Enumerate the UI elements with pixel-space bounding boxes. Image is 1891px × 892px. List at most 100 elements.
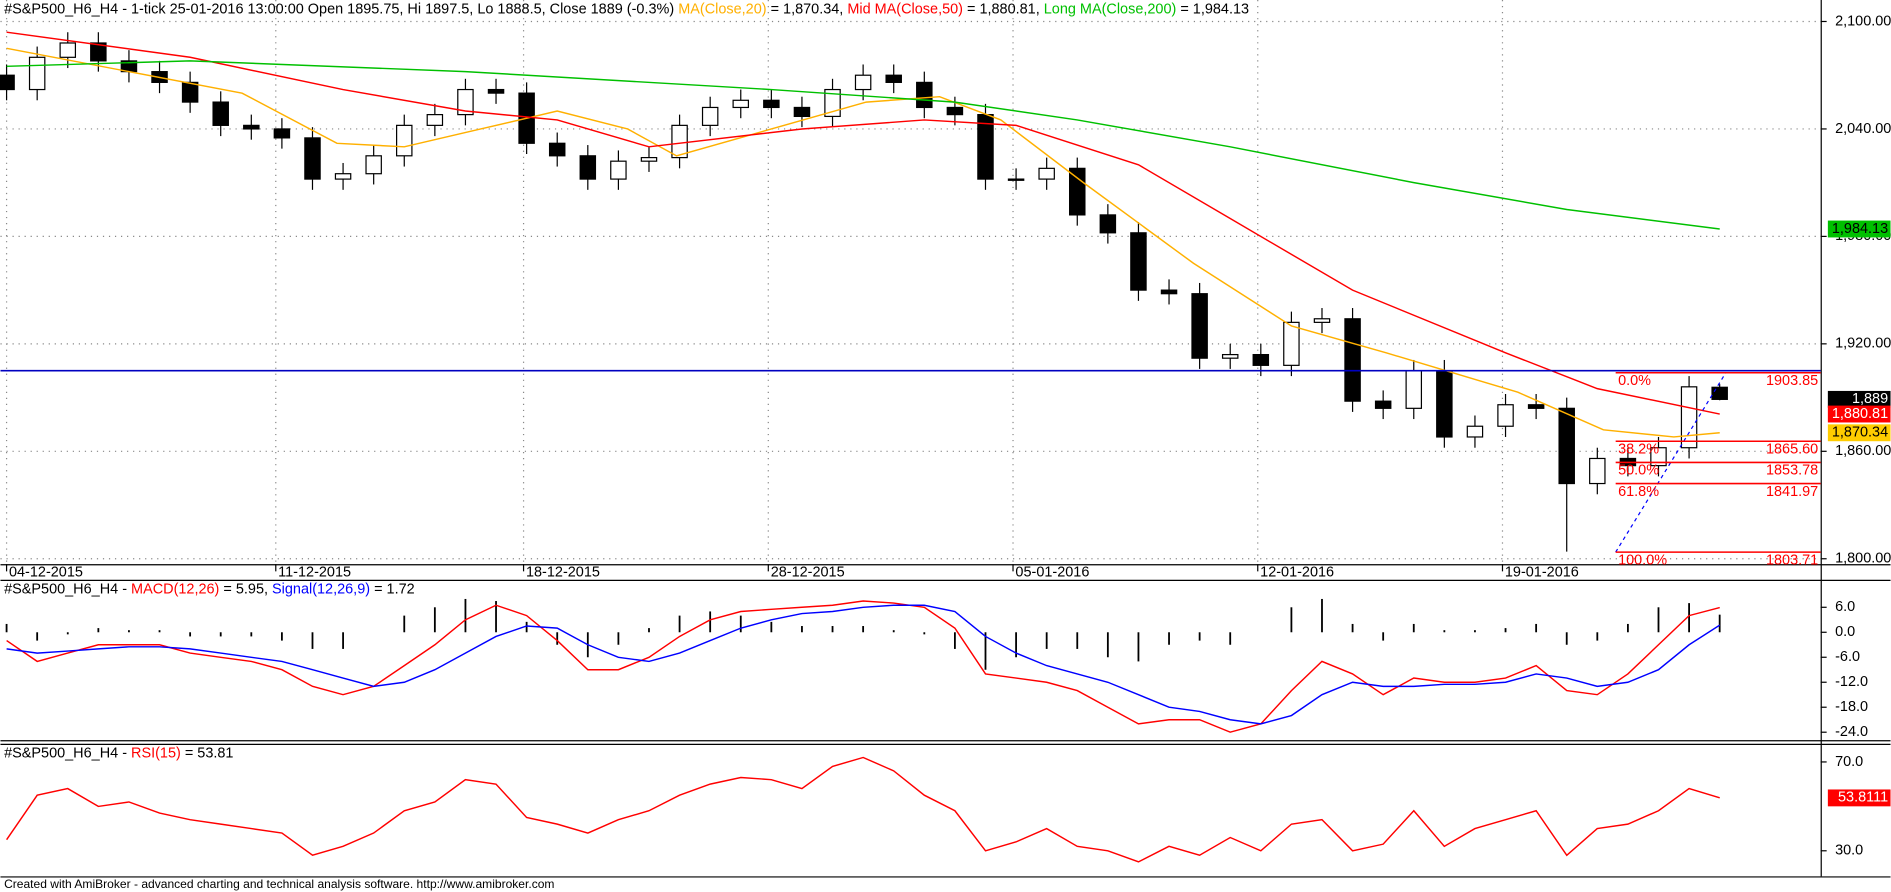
candle-body [1711, 386, 1728, 400]
candle-body [1680, 386, 1698, 449]
candle-body [1099, 214, 1117, 234]
price-marker-label: 1,889 [1852, 391, 1888, 407]
candle-body [1160, 289, 1178, 295]
title-part: = 1,870.34, [767, 1, 848, 17]
candle-body [1252, 353, 1270, 366]
fib-ratio: 0.0% [1618, 373, 1651, 389]
y-tick-label: 1,800.00 [1835, 551, 1891, 567]
candle-body [457, 88, 474, 116]
candle-body [181, 81, 199, 103]
series-line [6, 604, 1721, 725]
title-part: #S&P500_H6_H4 - [4, 581, 131, 597]
fib-price: 1865.60 [1766, 442, 1818, 458]
candle-body [1650, 447, 1667, 467]
candle-body [1497, 404, 1514, 427]
candle-body [396, 124, 413, 157]
candle-body [1007, 178, 1025, 181]
y-tick-label: 2,100.00 [1835, 13, 1891, 29]
price-marker [1827, 789, 1891, 807]
panel-title: #S&P500_H6_H4 - RSI(15) = 53.81 [4, 745, 233, 761]
candle-body [0, 74, 15, 91]
title-part: MACD(12,26) [131, 581, 219, 597]
y-tick-label: -6.0 [1835, 649, 1860, 665]
series-line [6, 600, 1720, 733]
price-marker-label: 1,880.81 [1832, 406, 1888, 422]
candle-body [90, 42, 107, 62]
candle-body [365, 155, 382, 175]
fib-price: 1803.71 [1766, 552, 1818, 568]
title-part: Signal(12,26,9) [272, 581, 370, 597]
x-tick-label: 19-01-2016 [1505, 564, 1579, 580]
title-part: = 1,880.81, [963, 1, 1044, 17]
candle-body [487, 88, 505, 94]
title-part: = 5.95, [219, 581, 272, 597]
price-marker [1827, 405, 1891, 423]
fib-trendline [1615, 372, 1727, 553]
candle-body [1038, 167, 1055, 180]
price-marker [1827, 220, 1891, 238]
candle-body [579, 155, 597, 180]
fib-ratio: 38.2% [1618, 442, 1659, 458]
series-line [6, 31, 1720, 415]
candle-body [640, 156, 658, 162]
fib-ratio: 50.0% [1618, 463, 1659, 479]
candle-body [1221, 353, 1239, 359]
candle-body [885, 74, 902, 83]
candle-body [426, 114, 444, 126]
candle-body [1527, 404, 1545, 409]
candle-body [28, 56, 46, 91]
candle-body [824, 88, 841, 118]
x-tick-label: 05-01-2016 [1015, 564, 1089, 580]
x-tick-label: 12-01-2016 [1260, 564, 1334, 580]
footer: Created with AmiBroker - advanced charti… [4, 877, 554, 891]
candle-body [1130, 232, 1147, 291]
candle-body [1344, 318, 1361, 402]
x-tick-label: 18-12-2015 [526, 564, 600, 580]
panel-title: #S&P500_H6_H4 - 1-tick 25-01-2016 13:00:… [4, 1, 1249, 17]
series-line [6, 60, 1720, 230]
candle-body [1436, 370, 1453, 438]
candle-body [610, 160, 627, 180]
y-tick-label: 2,040.00 [1835, 121, 1891, 137]
x-tick-label: 11-12-2015 [278, 564, 351, 580]
candle-body [1466, 425, 1484, 438]
y-tick-label: -12.0 [1835, 674, 1868, 690]
price-marker-label: 1,870.34 [1832, 425, 1888, 441]
price-marker [1827, 424, 1891, 442]
candle-body [916, 81, 933, 109]
y-tick-label: 30.0 [1835, 843, 1863, 859]
candle-body [1283, 321, 1300, 366]
y-tick-label: -18.0 [1835, 699, 1868, 715]
candle-body [854, 74, 872, 91]
y-tick-label: 1,920.00 [1835, 336, 1891, 352]
price-marker-label: 1,984.13 [1832, 221, 1888, 237]
candle-body [304, 137, 321, 180]
price-marker-label: 53.8111 [1838, 790, 1888, 806]
candle-body [59, 42, 77, 58]
fib-ratio: 100.0% [1618, 552, 1667, 568]
candle-body [1313, 318, 1331, 323]
candle-body [243, 124, 260, 130]
title-part: Long MA(Close,200) [1044, 1, 1177, 17]
title-part: = 53.81 [181, 745, 234, 761]
candle-body [793, 106, 811, 118]
series-line [6, 756, 1720, 863]
fib-price: 1903.85 [1766, 373, 1818, 389]
x-tick-label: 04-12-2015 [9, 564, 83, 580]
candle-body [671, 124, 688, 159]
candle-body [701, 106, 719, 126]
title-part: MA(Close,20) [678, 1, 766, 17]
price-marker [1827, 390, 1891, 408]
candle-body [732, 99, 750, 109]
candle-body [1589, 457, 1606, 485]
candle-body [946, 106, 964, 116]
panel-title: #S&P500_H6_H4 - MACD(12,26) = 5.95, Sign… [4, 581, 415, 597]
candle-body [273, 128, 291, 139]
candle-body [1558, 407, 1575, 485]
candle-body [334, 173, 352, 180]
y-tick-label: 1,860.00 [1835, 443, 1891, 459]
candle-body [763, 99, 780, 109]
title-part: = 1.72 [370, 581, 415, 597]
